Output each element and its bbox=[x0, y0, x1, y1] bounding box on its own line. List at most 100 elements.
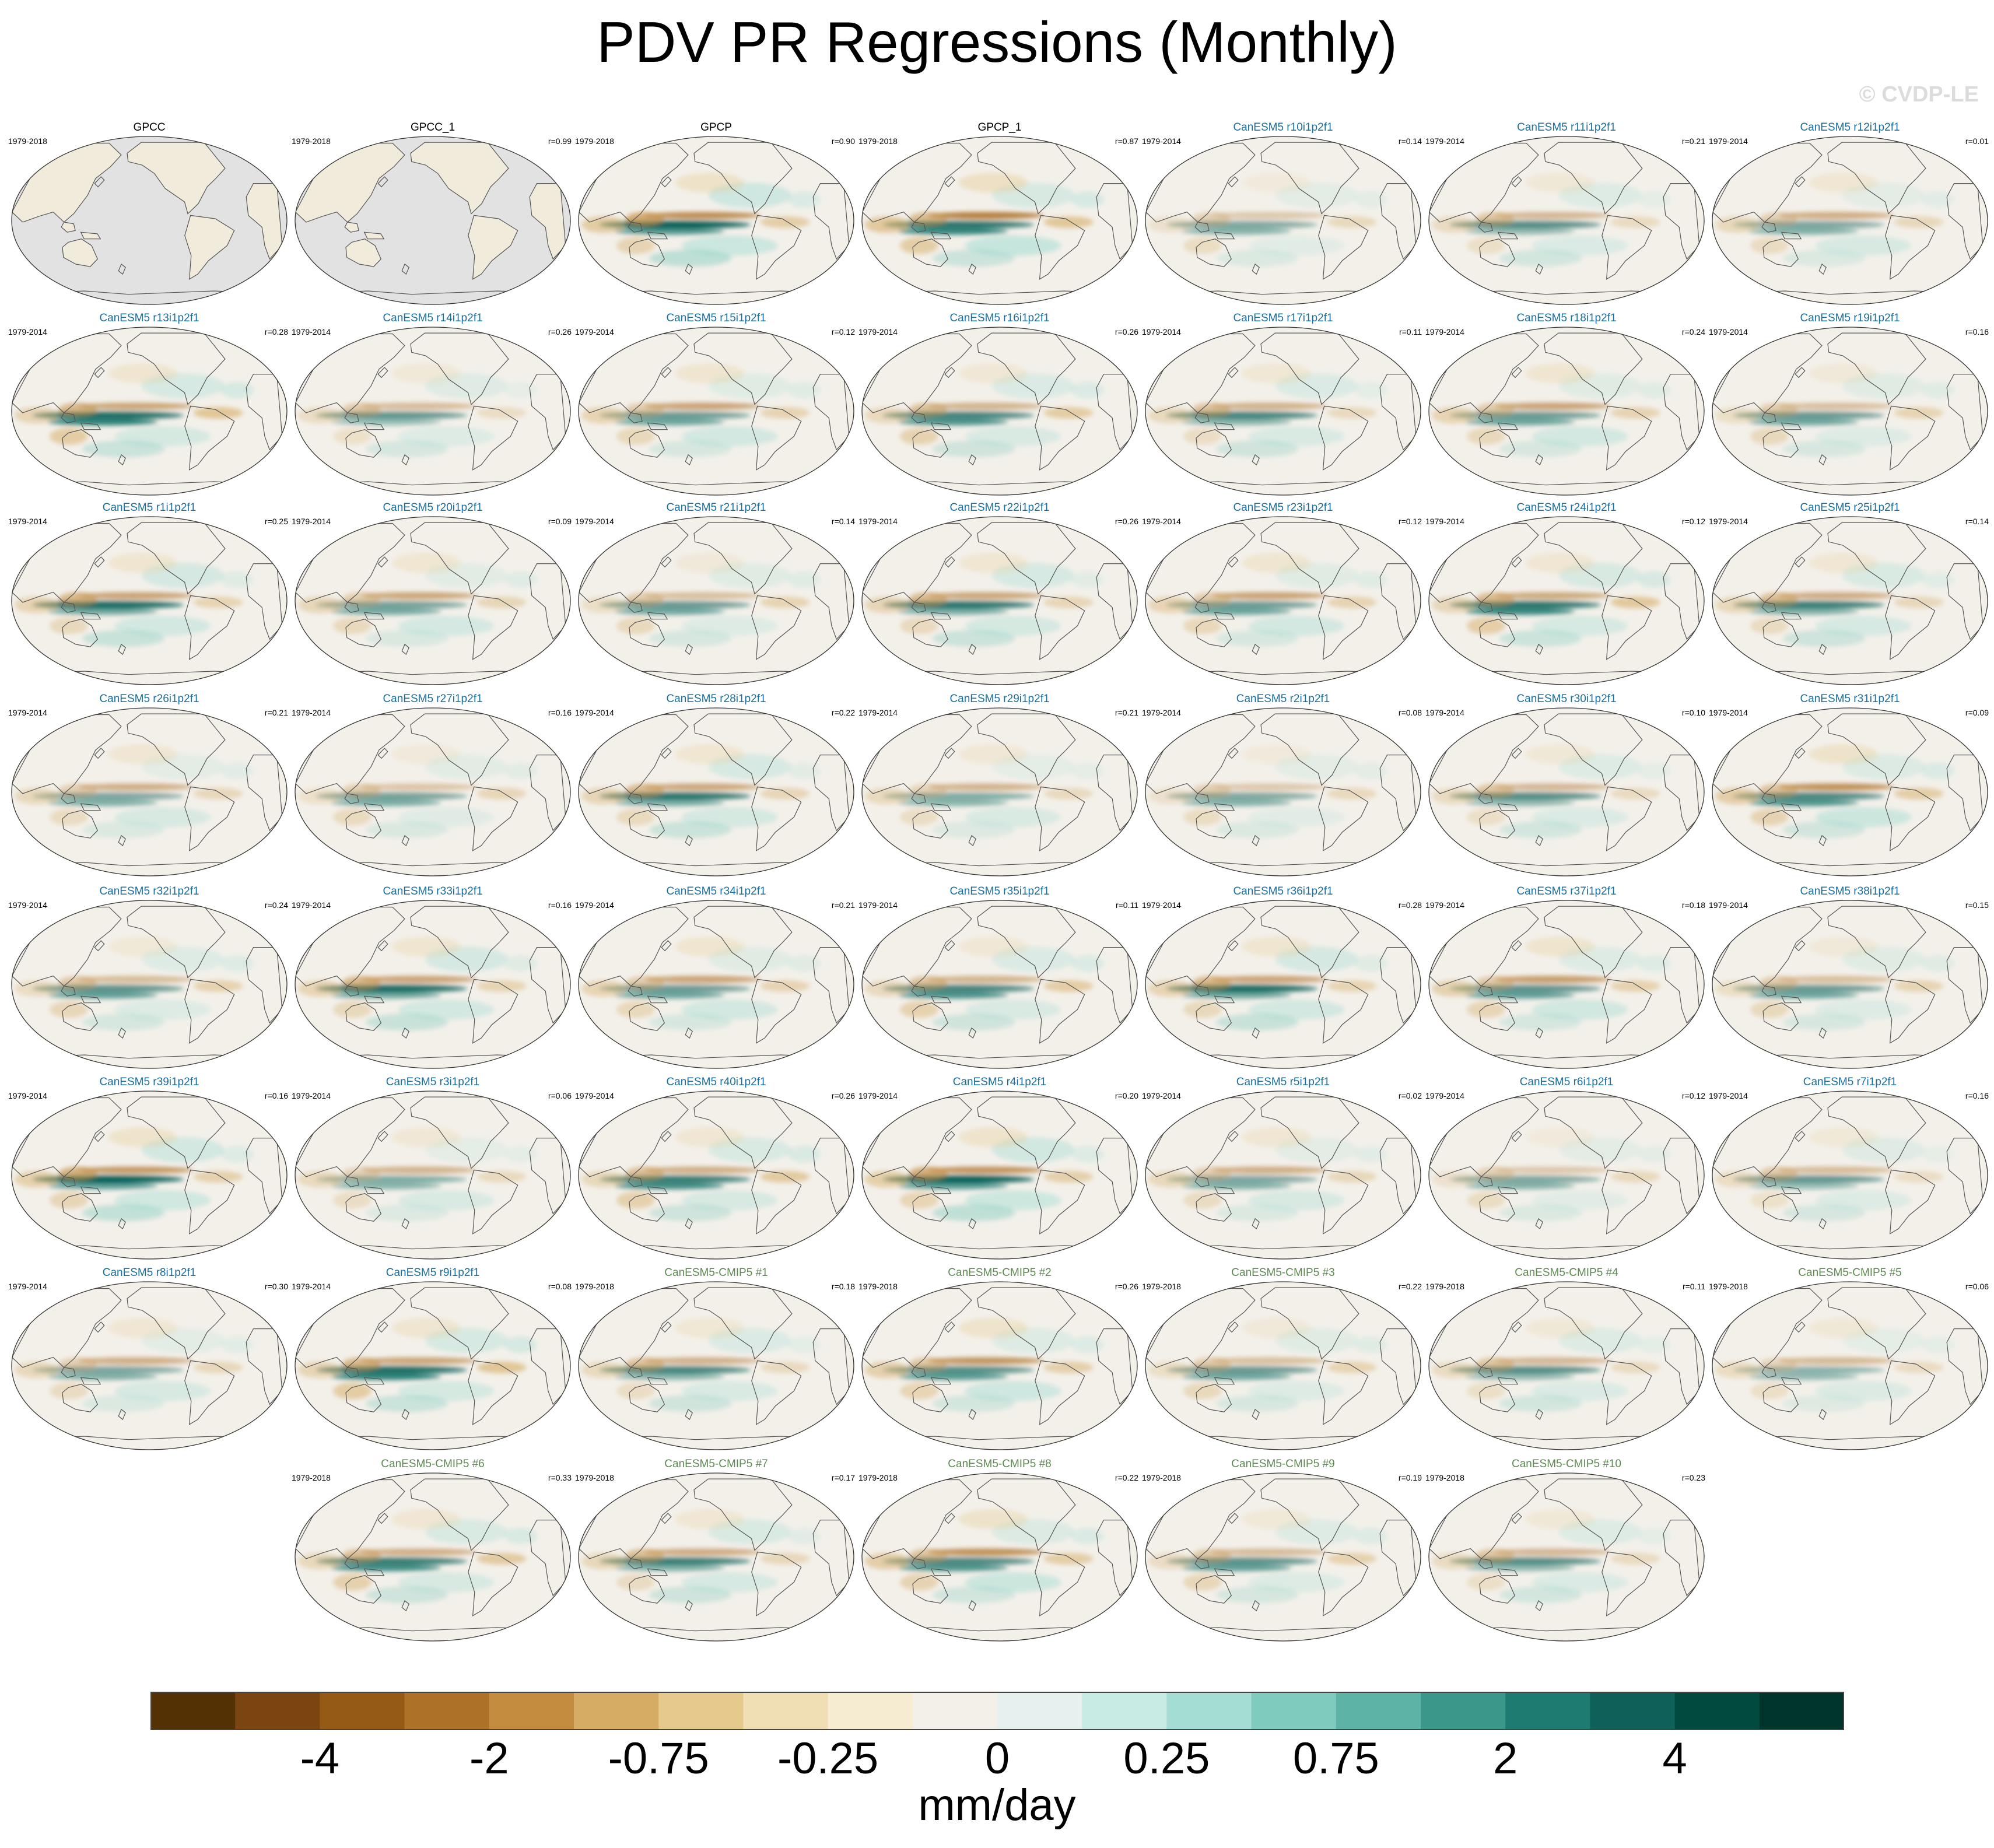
anomaly-field bbox=[193, 596, 243, 608]
coastline bbox=[930, 232, 952, 240]
anomaly-field bbox=[614, 991, 725, 999]
anomaly-field bbox=[644, 783, 761, 791]
coastline bbox=[62, 1384, 99, 1412]
regression-map bbox=[578, 900, 854, 1069]
coastline bbox=[1762, 1193, 1799, 1222]
colorbar-swatch bbox=[574, 1692, 659, 1730]
coastline bbox=[1712, 333, 1823, 413]
land-data-field bbox=[184, 215, 234, 279]
panel-title: CanESM5-CMIP5 #4 bbox=[1515, 1267, 1618, 1279]
anomaly-field bbox=[899, 1382, 938, 1400]
map-panel: CanESM5 r36i1p2f1 1979-2014 r=0.28 bbox=[1142, 885, 1424, 1078]
coastline bbox=[1497, 422, 1519, 430]
anomaly-field bbox=[476, 787, 527, 799]
panel-title: CanESM5 r2i1p2f1 bbox=[1236, 693, 1330, 705]
anomaly-field bbox=[1782, 1204, 1866, 1222]
anomaly-field bbox=[1499, 1395, 1582, 1412]
anomaly-field bbox=[644, 1166, 761, 1174]
anomaly-field bbox=[47, 799, 158, 806]
coastline bbox=[1762, 429, 1799, 458]
panel-title: GPCP_1 bbox=[977, 121, 1022, 134]
anomaly-field bbox=[1043, 980, 1094, 992]
anomaly-field bbox=[1750, 1191, 1789, 1209]
anomaly-field bbox=[581, 406, 626, 424]
anomaly-field bbox=[58, 783, 97, 797]
anomaly-field bbox=[391, 936, 461, 957]
anomaly-field bbox=[1181, 991, 1292, 999]
anomaly-field bbox=[675, 172, 744, 193]
anomaly-field bbox=[1759, 1166, 1798, 1180]
coastline bbox=[1459, 1436, 1674, 1450]
panel-correlation: r=0.09 bbox=[1965, 708, 1989, 717]
map-border bbox=[1712, 900, 1988, 1069]
coastline bbox=[345, 239, 382, 267]
coastline bbox=[1781, 995, 1802, 1004]
anomaly-field bbox=[1148, 1361, 1193, 1379]
anomaly-field bbox=[58, 402, 97, 416]
anomaly-field bbox=[365, 1204, 448, 1222]
anomaly-field bbox=[1242, 552, 1311, 573]
regression-map bbox=[1428, 327, 1705, 496]
anomaly-field bbox=[1782, 1395, 1866, 1412]
coastline bbox=[363, 995, 385, 1004]
coastline bbox=[1459, 671, 1674, 685]
regression-map bbox=[1712, 1281, 1988, 1450]
colorbar-swatch bbox=[997, 1692, 1082, 1730]
regression-map bbox=[1145, 516, 1421, 685]
anomaly-field bbox=[391, 744, 461, 765]
regression-map bbox=[578, 1472, 854, 1642]
anomaly-field bbox=[1354, 762, 1387, 780]
anomaly-field bbox=[616, 237, 655, 254]
coastline bbox=[892, 1245, 1107, 1259]
coastline bbox=[401, 834, 409, 847]
anomaly-field bbox=[1464, 227, 1575, 235]
coastline bbox=[1145, 333, 1256, 413]
anomaly-field bbox=[928, 976, 1044, 983]
map-border bbox=[1428, 516, 1705, 685]
map-panel: CanESM5 r22i1p2f1 1979-2014 r=0.26 bbox=[858, 502, 1141, 694]
anomaly-field bbox=[1894, 596, 1944, 608]
coastline bbox=[1511, 1321, 1522, 1333]
map-border bbox=[861, 516, 1138, 685]
panel-title: CanESM5-CMIP5 #5 bbox=[1798, 1267, 1902, 1279]
map-border bbox=[578, 707, 854, 876]
coastline bbox=[325, 290, 540, 304]
anomaly-field bbox=[1043, 216, 1094, 228]
anomaly-field bbox=[1242, 1509, 1311, 1530]
coastline bbox=[42, 290, 257, 304]
anomaly-field bbox=[361, 1166, 477, 1174]
anomaly-field bbox=[760, 787, 810, 799]
anomaly-field bbox=[1466, 808, 1505, 826]
coastline bbox=[42, 1245, 257, 1259]
coastline bbox=[410, 1096, 509, 1169]
coastline bbox=[912, 1193, 949, 1222]
map-border bbox=[578, 1472, 854, 1642]
anomaly-field bbox=[332, 1001, 372, 1018]
anomaly-field bbox=[1759, 402, 1798, 416]
map-panel: CanESM5 r1i1p2f1 1979-2014 r=0.25 bbox=[8, 502, 290, 694]
coastline bbox=[1795, 748, 1806, 759]
coastline bbox=[1176, 1627, 1390, 1641]
anomaly-field bbox=[1715, 787, 1760, 805]
map-panel: CanESM5 r20i1p2f1 1979-2014 r=0.09 bbox=[292, 502, 574, 694]
map-border bbox=[1712, 1281, 1988, 1450]
coastline bbox=[1145, 906, 1256, 987]
anomaly-field bbox=[864, 1552, 909, 1570]
anomaly-field bbox=[1071, 1336, 1104, 1353]
coastline bbox=[944, 556, 955, 568]
coastline bbox=[1544, 713, 1643, 786]
panel-correlation: r=0.17 bbox=[831, 1473, 855, 1482]
coastline bbox=[246, 183, 283, 260]
map-border bbox=[11, 136, 288, 305]
coastline bbox=[1252, 263, 1260, 275]
regression-map bbox=[861, 707, 1138, 876]
coastline bbox=[345, 619, 382, 647]
coastline bbox=[629, 1193, 665, 1222]
coastline bbox=[1946, 755, 1984, 832]
coastline bbox=[1781, 1377, 1802, 1385]
coastline bbox=[751, 1360, 802, 1425]
coastline bbox=[184, 405, 235, 471]
coastline bbox=[579, 1097, 689, 1177]
panel-title: CanESM5 r34i1p2f1 bbox=[666, 885, 766, 897]
coastline bbox=[295, 523, 405, 603]
